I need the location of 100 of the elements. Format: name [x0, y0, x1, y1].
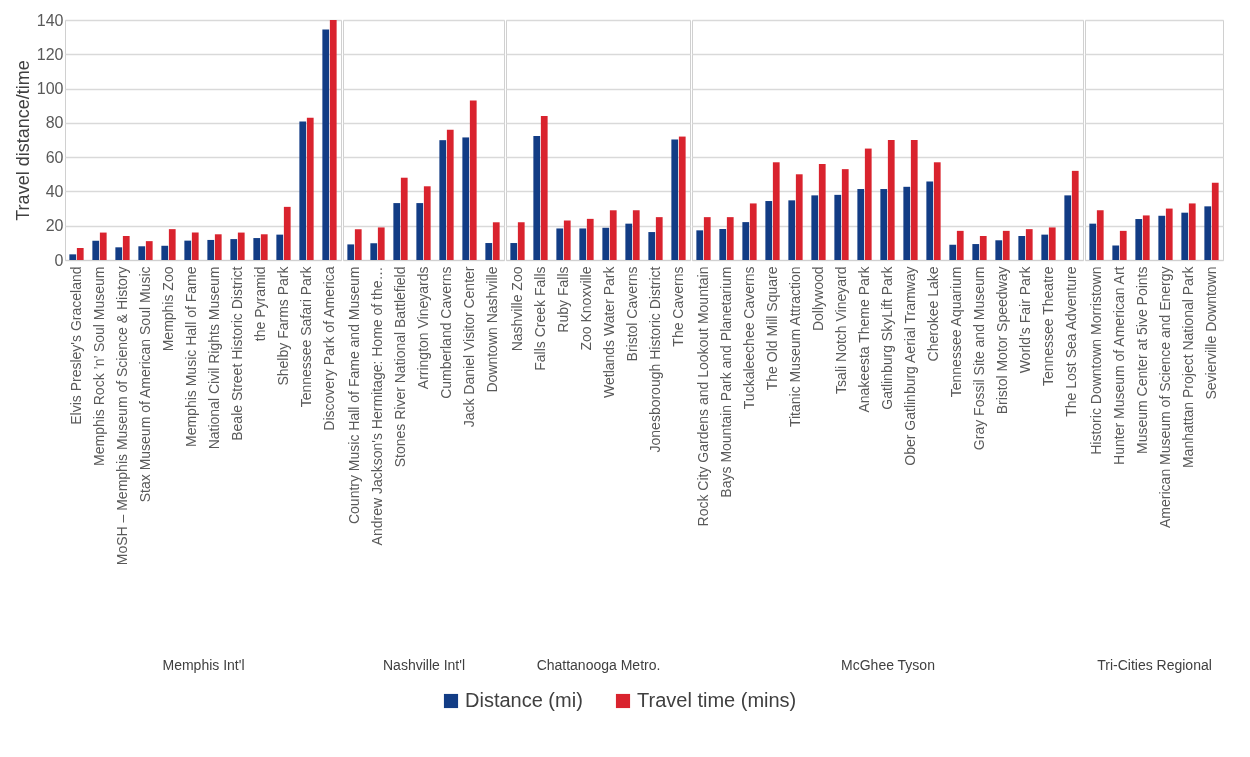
x-tick-label: Bays Mountain Park and Planetarium [717, 266, 734, 498]
bar [857, 189, 865, 260]
x-tick-label: Shelby Farms Park [274, 265, 291, 386]
y-tick-label: 40 [45, 182, 64, 200]
bar [1041, 234, 1049, 260]
bar [517, 222, 525, 260]
x-tick-label: Memphis Zoo [159, 266, 176, 352]
bar [214, 234, 222, 260]
bar [1181, 212, 1189, 260]
bar [956, 230, 964, 260]
bar [76, 248, 84, 260]
bar [625, 223, 633, 260]
bar [880, 189, 888, 260]
bar [99, 232, 107, 260]
x-tick-label: Andrew Jackson's Hermitage: Home of the… [368, 266, 385, 546]
bar [485, 243, 493, 260]
bar [864, 148, 872, 260]
x-axis-title: Nashville Int'l [382, 656, 466, 673]
bar [678, 136, 686, 260]
x-tick-label: Discovery Park of America [320, 266, 337, 431]
y-tick-label: 140 [36, 11, 64, 29]
bar [462, 137, 470, 260]
bar [1204, 206, 1212, 260]
bar [1158, 215, 1166, 260]
bar [168, 229, 176, 260]
bar [696, 230, 704, 260]
bar [184, 240, 192, 260]
x-tick-label: Stones River National Battlefield [391, 266, 408, 468]
x-tick-label: Jack Daniel Visitor Center [460, 266, 477, 428]
x-tick-label: Beale Street Historic District [228, 266, 245, 441]
x-tick-label: Tennessee Safari Park [297, 265, 314, 408]
bar [602, 227, 610, 260]
bar [492, 222, 500, 260]
bar [276, 234, 284, 260]
bar [1142, 215, 1150, 260]
x-tick-label: Ober Gatlinburg Aerial Tramway [901, 266, 918, 466]
x-tick-label: Cumberland Caverns [437, 266, 454, 399]
x-tick-label: Tennessee Theatre [1039, 266, 1056, 387]
bar [556, 228, 564, 260]
bar [579, 228, 587, 260]
bar [586, 218, 594, 260]
x-tick-label: MoSH – Memphis Museum of Science & History [113, 266, 130, 566]
bar [299, 121, 307, 260]
bar [469, 100, 477, 260]
bar [1071, 170, 1079, 260]
bar [423, 186, 431, 260]
bar [1165, 208, 1173, 260]
bar [703, 217, 711, 260]
bar [69, 254, 77, 260]
x-tick-label: Elvis Presley's Graceland [67, 266, 84, 425]
bar [910, 140, 918, 260]
x-tick-label: Arrington Vineyards [414, 266, 431, 390]
bar [1135, 219, 1143, 260]
bar [1211, 182, 1219, 260]
bar [237, 232, 245, 260]
x-tick-label: Tennessee Aquarium [947, 266, 964, 398]
bar [726, 217, 734, 260]
bar [540, 116, 548, 260]
x-tick-label: American Museum of Science and Energy [1156, 266, 1173, 528]
bar [329, 20, 337, 260]
bar [510, 243, 518, 260]
bar [926, 181, 934, 260]
x-tick-label: Hunter Museum of American Art [1110, 266, 1127, 465]
x-tick-label: Jonesborough Historic District [646, 266, 663, 453]
bar [887, 140, 895, 260]
bar [283, 206, 291, 260]
bar [949, 244, 957, 260]
x-tick-label: the Pyramid [251, 266, 268, 342]
y-tick-label: 20 [45, 217, 64, 235]
bar [446, 129, 454, 260]
x-tick-label: Anakeesta Theme Park [855, 265, 872, 413]
x-tick-label: Tuckaleechee Caverns [740, 266, 757, 410]
bar [995, 240, 1003, 260]
bar [1025, 229, 1033, 260]
x-axis-title: Tri-Cities Regional [1097, 656, 1212, 673]
x-tick-label: Memphis Rock ’n’ Soul Museum [90, 266, 107, 466]
bar [533, 135, 541, 260]
bar [354, 229, 362, 260]
x-tick-label: Bristol Motor Speedway [993, 266, 1010, 415]
bar [1018, 236, 1026, 260]
x-tick-label: Manhattan Project National Park [1179, 265, 1196, 469]
bar [439, 140, 447, 260]
x-tick-label: World’s Fair Park [1016, 265, 1033, 374]
bar [765, 201, 773, 260]
bar [1096, 210, 1104, 260]
x-tick-label: Downtown Nashville [483, 266, 500, 393]
bar [1089, 223, 1097, 260]
x-tick-label: Ruby Falls [554, 266, 571, 333]
x-tick-label: Nashville Zoo [508, 266, 525, 352]
x-tick-label: Cherokee Lake [924, 266, 941, 362]
bar [253, 238, 261, 260]
bar [772, 162, 780, 260]
bar [145, 241, 153, 260]
x-tick-label: The Old Mill Square [763, 266, 780, 391]
x-tick-label: Memphis Music Hall of Fame [182, 266, 199, 447]
bar [230, 239, 238, 260]
y-tick-label: 80 [45, 114, 64, 132]
bar [347, 244, 355, 260]
bar [719, 228, 727, 260]
bar [609, 210, 617, 260]
